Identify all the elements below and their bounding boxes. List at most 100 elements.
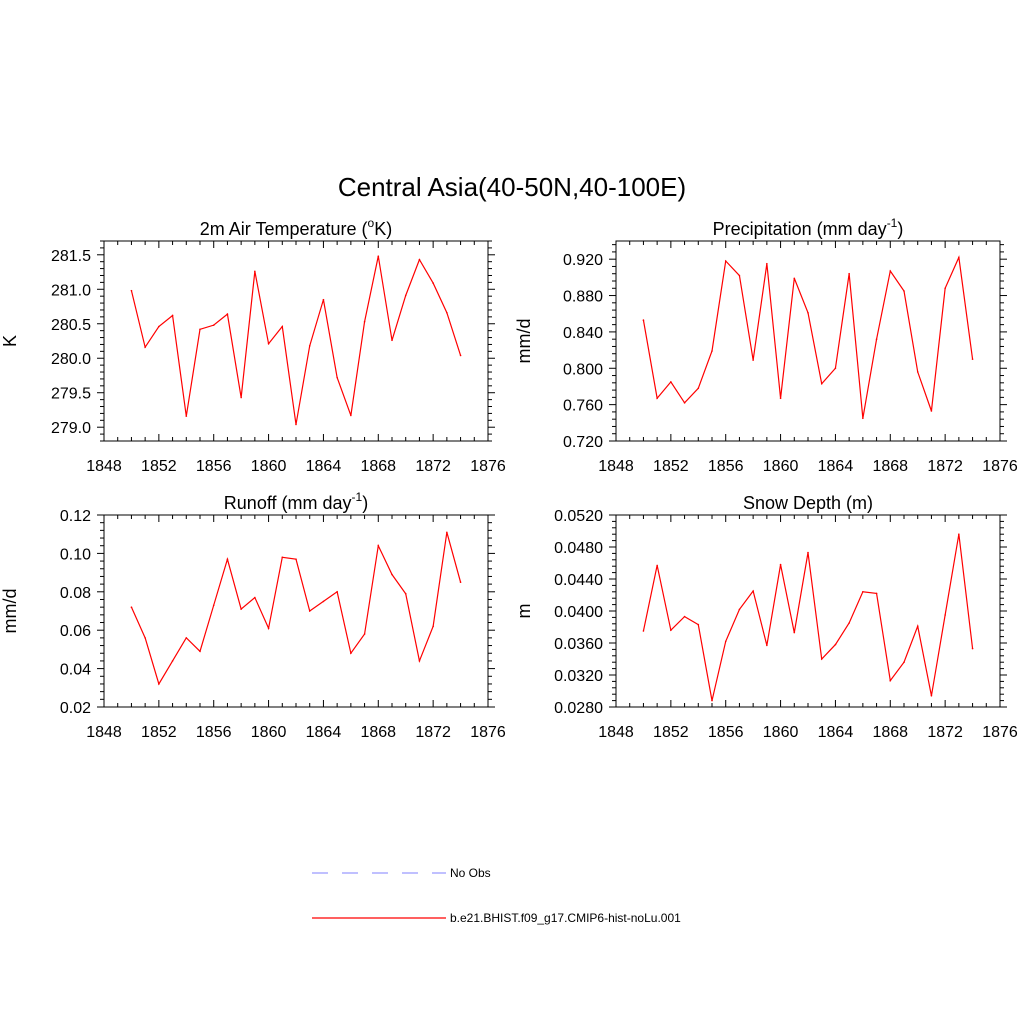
y-tick-label: 0.0440 xyxy=(554,572,603,589)
data-point xyxy=(807,551,809,554)
y-tick-label: 0.800 xyxy=(563,361,603,378)
data-point xyxy=(144,346,146,349)
data-point xyxy=(971,647,974,650)
data-point xyxy=(350,414,352,417)
series-line xyxy=(130,256,462,425)
y-tick-label: 279.0 xyxy=(51,420,91,437)
data-point xyxy=(240,608,242,610)
x-tick-label: 1868 xyxy=(360,724,396,741)
data-point xyxy=(642,630,645,632)
data-point xyxy=(820,382,823,385)
data-point xyxy=(212,604,215,607)
data-point xyxy=(916,625,919,627)
data-point xyxy=(446,311,448,314)
y-tick-label: 0.0480 xyxy=(554,540,603,557)
x-tick-label: 1852 xyxy=(653,458,689,475)
y-tick-label: 0.880 xyxy=(563,289,603,306)
y-tick-label: 0.760 xyxy=(563,398,603,415)
x-tick-label: 1860 xyxy=(763,458,799,475)
panel-title-text: Runoff (mm day xyxy=(224,493,352,513)
plot-frame xyxy=(103,240,489,442)
x-tick-label: 1864 xyxy=(818,458,854,475)
y-tick-label: 0.06 xyxy=(60,623,91,640)
data-point xyxy=(848,622,850,624)
panel-title-superscript: o xyxy=(368,216,375,230)
data-point xyxy=(171,660,174,662)
chart-panel-3: Runoff (mm day-1) 1848 1852 1856 1860 1864 186… xyxy=(0,490,506,741)
data-point xyxy=(404,294,407,297)
x-tick-label: 1864 xyxy=(306,724,342,741)
data-point xyxy=(308,345,311,347)
plot-frame xyxy=(615,514,1001,708)
plot-frame xyxy=(615,240,1001,442)
panel-title-text: Precipitation (mm day xyxy=(713,219,887,239)
data-point xyxy=(418,258,421,261)
data-point xyxy=(459,581,462,583)
x-tick-label: 1860 xyxy=(251,458,287,475)
x-tick-label: 1852 xyxy=(141,724,177,741)
panel-title: 2m Air Temperature (oK) xyxy=(200,216,392,239)
x-tick-label: 1868 xyxy=(872,724,908,741)
data-point xyxy=(322,600,325,603)
panel-title-superscript: -1 xyxy=(352,490,363,504)
data-point xyxy=(793,631,796,634)
data-point xyxy=(322,298,325,301)
x-tick-label: 1848 xyxy=(598,724,634,741)
data-point xyxy=(971,358,974,360)
y-tick-label: 280.0 xyxy=(51,351,91,368)
chart-panel-4: Snow Depth (m) 1848 1852 1856 1860 1864 1868 18… xyxy=(514,493,1018,741)
legend-label: b.e21.BHIST.f09_g17.CMIP6-hist-noLu.001 xyxy=(450,911,681,925)
x-tick-label: 1872 xyxy=(927,458,963,475)
x-tick-label: 1856 xyxy=(196,458,232,475)
data-point xyxy=(683,402,686,404)
data-point xyxy=(889,270,892,272)
data-point xyxy=(944,614,946,616)
figure-title: Central Asia(40-50N,40-100E) xyxy=(338,172,686,202)
data-point xyxy=(724,260,727,262)
data-point xyxy=(226,313,229,315)
y-tick-label: 281.0 xyxy=(51,282,91,299)
x-tick-label: 1856 xyxy=(708,724,744,741)
panel-title-suffix: ) xyxy=(362,493,368,513)
data-point xyxy=(889,679,892,682)
data-point xyxy=(432,625,434,628)
y-tick-label: 0.0320 xyxy=(554,668,603,685)
data-point xyxy=(254,596,256,599)
x-tick-label: 1876 xyxy=(982,458,1018,475)
data-point xyxy=(875,592,878,595)
data-point xyxy=(281,325,284,328)
data-point xyxy=(752,590,754,592)
data-point xyxy=(642,319,645,321)
panel-title-suffix: K) xyxy=(374,219,392,239)
data-point xyxy=(212,324,215,326)
data-point xyxy=(295,558,297,560)
x-tick-label: 1868 xyxy=(360,458,396,475)
data-point xyxy=(656,564,658,567)
data-point xyxy=(377,255,380,257)
data-point xyxy=(185,415,188,417)
panel-title-text: 2m Air Temperature ( xyxy=(200,219,368,239)
x-tick-label: 1872 xyxy=(415,458,451,475)
data-point xyxy=(432,282,434,284)
x-tick-label: 1876 xyxy=(470,724,506,741)
data-point xyxy=(862,417,864,420)
data-point xyxy=(267,627,270,630)
x-tick-label: 1876 xyxy=(470,458,506,475)
data-point xyxy=(199,650,201,653)
x-tick-label: 1860 xyxy=(763,724,799,741)
data-point xyxy=(308,610,311,612)
x-tick-label: 1864 xyxy=(818,724,854,741)
chart-panel-1: 2m Air Temperature (oK) 1848 1852 1856 1860 1… xyxy=(0,216,506,475)
data-point xyxy=(903,290,905,292)
y-tick-label: 0.10 xyxy=(60,546,91,563)
y-tick-label: 0.04 xyxy=(60,662,91,679)
series-line xyxy=(130,532,462,686)
x-tick-label: 1876 xyxy=(982,724,1018,741)
data-point xyxy=(199,328,201,331)
data-point xyxy=(944,287,946,290)
data-point xyxy=(158,683,160,685)
data-point xyxy=(834,367,837,370)
y-tick-label: 0.02 xyxy=(60,700,91,717)
data-point xyxy=(862,591,864,593)
x-tick-label: 1872 xyxy=(415,724,451,741)
